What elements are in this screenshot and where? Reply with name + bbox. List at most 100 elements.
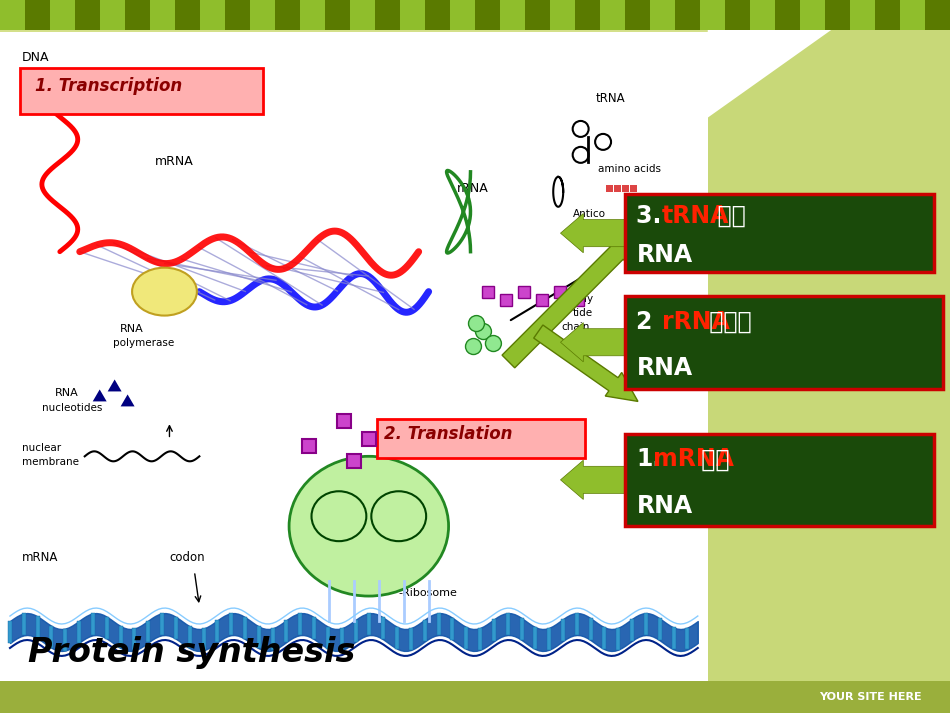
Text: nuclear: nuclear bbox=[22, 443, 61, 453]
Bar bbox=[229, 613, 233, 635]
Bar bbox=[554, 286, 566, 297]
Text: RNA: RNA bbox=[120, 324, 143, 334]
Text: mRNA: mRNA bbox=[22, 551, 58, 564]
Text: tRNA: tRNA bbox=[661, 204, 729, 228]
Bar bbox=[337, 414, 351, 429]
Bar bbox=[326, 627, 330, 649]
Bar bbox=[22, 613, 26, 635]
Bar bbox=[313, 617, 316, 640]
Bar bbox=[533, 627, 538, 649]
FancyBboxPatch shape bbox=[20, 68, 263, 114]
Bar bbox=[492, 620, 496, 641]
Bar bbox=[201, 628, 205, 650]
Bar bbox=[284, 620, 289, 642]
Bar bbox=[256, 627, 261, 648]
Text: RNA: RNA bbox=[636, 356, 693, 380]
Bar bbox=[188, 626, 192, 648]
Polygon shape bbox=[107, 379, 122, 391]
Bar bbox=[575, 613, 579, 635]
Bar bbox=[547, 627, 551, 650]
Bar bbox=[501, 294, 512, 306]
Text: 3.: 3. bbox=[636, 204, 670, 228]
Circle shape bbox=[466, 339, 482, 354]
Bar bbox=[340, 628, 344, 650]
Bar bbox=[644, 613, 648, 635]
Bar bbox=[685, 627, 690, 650]
Text: 1. Transcription: 1. Transcription bbox=[35, 77, 182, 95]
FancyBboxPatch shape bbox=[377, 419, 585, 458]
Text: Antico: Antico bbox=[573, 209, 606, 219]
Text: -Ribosome: -Ribosome bbox=[399, 588, 458, 598]
Bar bbox=[408, 628, 413, 650]
Bar bbox=[368, 613, 371, 635]
Text: chain: chain bbox=[561, 322, 590, 332]
Bar bbox=[395, 627, 399, 649]
Bar bbox=[437, 613, 441, 635]
Bar bbox=[672, 627, 675, 650]
Bar bbox=[657, 618, 662, 640]
Text: tide: tide bbox=[573, 307, 594, 317]
Bar bbox=[602, 627, 606, 650]
Bar bbox=[519, 286, 530, 297]
FancyArrow shape bbox=[534, 325, 638, 401]
Text: rRNA: rRNA bbox=[661, 310, 730, 334]
Bar bbox=[49, 626, 53, 648]
Bar bbox=[617, 627, 620, 650]
Text: YOUR SITE HERE: YOUR SITE HERE bbox=[819, 692, 922, 702]
Text: 2: 2 bbox=[636, 310, 670, 334]
Text: Protein synthesis: Protein synthesis bbox=[28, 636, 356, 669]
Bar bbox=[104, 617, 108, 639]
Circle shape bbox=[476, 324, 491, 339]
Bar bbox=[423, 620, 427, 642]
Text: 2. Translation: 2. Translation bbox=[384, 426, 512, 443]
FancyArrow shape bbox=[502, 232, 638, 368]
Text: amino acids: amino acids bbox=[598, 164, 661, 174]
Ellipse shape bbox=[289, 456, 448, 596]
Bar bbox=[8, 621, 12, 643]
Bar bbox=[119, 626, 123, 648]
Bar bbox=[561, 619, 565, 641]
Bar bbox=[353, 620, 357, 642]
Text: 信使: 信使 bbox=[694, 448, 730, 471]
Bar bbox=[362, 432, 376, 446]
Bar bbox=[160, 613, 164, 635]
Bar bbox=[505, 613, 510, 635]
Text: poly: poly bbox=[571, 294, 594, 304]
Circle shape bbox=[485, 336, 502, 352]
Text: codon: codon bbox=[169, 551, 205, 564]
Bar bbox=[483, 286, 494, 297]
Bar bbox=[520, 618, 523, 640]
Bar bbox=[465, 627, 468, 649]
Bar bbox=[174, 617, 178, 639]
Polygon shape bbox=[93, 389, 106, 401]
Bar bbox=[132, 628, 137, 650]
Text: membrane: membrane bbox=[22, 457, 79, 467]
Bar bbox=[381, 617, 386, 640]
Bar bbox=[77, 621, 81, 642]
Bar bbox=[478, 628, 482, 650]
Bar bbox=[64, 629, 67, 650]
Bar bbox=[298, 613, 302, 635]
Bar bbox=[572, 294, 584, 306]
Bar bbox=[36, 617, 40, 638]
Text: 1.: 1. bbox=[636, 448, 662, 471]
Bar bbox=[630, 185, 636, 192]
Circle shape bbox=[468, 316, 484, 332]
Bar bbox=[630, 619, 634, 641]
Text: RNA: RNA bbox=[636, 494, 693, 518]
Text: RNA: RNA bbox=[55, 389, 79, 399]
Bar bbox=[537, 294, 548, 306]
Bar bbox=[146, 620, 150, 642]
Bar bbox=[243, 617, 247, 639]
Bar bbox=[91, 613, 95, 635]
Text: DNA: DNA bbox=[22, 51, 49, 63]
Text: RNA: RNA bbox=[636, 243, 693, 267]
Text: 核糖体: 核糖体 bbox=[701, 310, 752, 334]
Text: polymerase: polymerase bbox=[113, 337, 174, 347]
Bar bbox=[347, 454, 361, 468]
Bar bbox=[216, 620, 219, 642]
Text: 转运: 转运 bbox=[701, 204, 747, 228]
Text: mRNA: mRNA bbox=[654, 448, 734, 471]
Text: tRNA: tRNA bbox=[596, 92, 626, 105]
Ellipse shape bbox=[132, 267, 197, 316]
